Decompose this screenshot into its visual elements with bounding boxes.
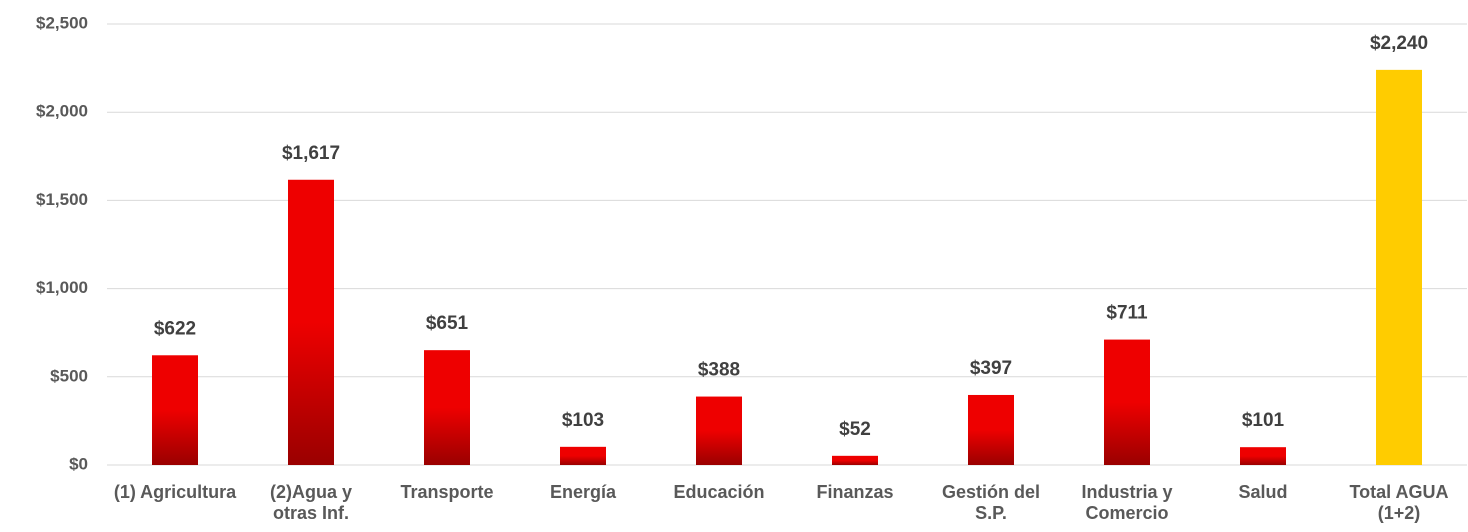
- value-label: $711: [1106, 303, 1148, 324]
- bar: [424, 350, 470, 465]
- x-tick-label: Energía: [549, 482, 617, 502]
- value-label: $1,617: [282, 143, 340, 164]
- x-tick-label: Gestión del S.P.: [941, 482, 1040, 523]
- bar: [560, 446, 606, 465]
- bar: [152, 355, 198, 465]
- y-tick-label: $500: [50, 366, 88, 385]
- value-label: $388: [698, 360, 740, 381]
- x-tick-label: Total AGUA (1+2): [1349, 482, 1449, 523]
- y-tick-label: $1,500: [36, 190, 88, 209]
- bar: [968, 394, 1014, 465]
- x-tick-label: Transporte: [400, 482, 494, 502]
- value-label: $622: [154, 318, 196, 339]
- x-tick-label: Salud: [1238, 482, 1288, 502]
- x-tick-label: Finanzas: [816, 482, 894, 502]
- x-tick-label: Educación: [673, 482, 765, 502]
- bar: [288, 179, 334, 465]
- y-tick-label: $2,500: [36, 13, 88, 32]
- value-label: $52: [839, 419, 871, 440]
- bar: [1376, 69, 1422, 465]
- bar: [1104, 339, 1150, 465]
- value-label: $2,240: [1370, 33, 1428, 54]
- x-tick-label: (2)Agua y otras Inf.: [269, 482, 352, 523]
- y-tick-label: $1,000: [36, 278, 88, 297]
- value-label: $101: [1242, 410, 1285, 431]
- y-tick-label: $2,000: [36, 102, 88, 121]
- value-label: $103: [562, 410, 604, 431]
- x-tick-label: (1) Agricultura: [113, 482, 237, 502]
- value-label: $397: [970, 358, 1012, 379]
- value-label: $651: [426, 313, 469, 334]
- bar: [696, 396, 742, 465]
- bar: [1240, 447, 1286, 465]
- y-tick-label: $0: [69, 454, 88, 473]
- x-tick-label: Industria y Comercio: [1081, 482, 1173, 523]
- bar: [832, 455, 878, 465]
